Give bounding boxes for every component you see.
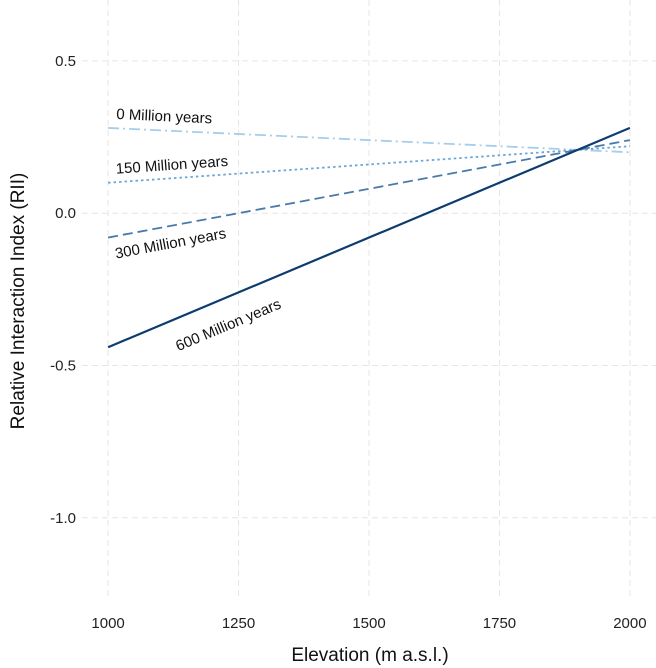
y-tick-label: -0.5 (50, 357, 76, 374)
series-label-1: 150 Million years (115, 153, 228, 178)
series-line-1 (108, 145, 630, 184)
series-labels: 0 Million years 150 Million years 300 Mill… (114, 106, 284, 355)
series-lines (107, 126, 631, 349)
grid-lines (82, 0, 656, 600)
x-tick-label: 1250 (222, 615, 255, 632)
series-label-3: 600 Million years (173, 296, 283, 355)
series-line-0 (108, 127, 630, 154)
y-tick-label: 0.5 (55, 53, 76, 70)
x-tick-label: 1500 (352, 615, 385, 632)
x-tick-label: 2000 (613, 615, 646, 632)
x-tick-label: 1000 (91, 615, 124, 632)
y-tick-label: -1.0 (50, 510, 76, 527)
x-axis-title: Elevation (m a.s.l.) (291, 645, 448, 666)
series-label-2: 300 Million years (114, 225, 228, 262)
y-tick-label: 0.0 (55, 205, 76, 222)
series-line-2 (107, 139, 631, 239)
y-axis-title: Relative Interaction Index (RII) (8, 173, 29, 430)
y-tick-labels: 0.5 0.0 -0.5 -1.0 (50, 53, 76, 527)
x-tick-labels: 1000 1250 1500 1750 2000 (91, 615, 646, 632)
x-tick-label: 1750 (483, 615, 516, 632)
series-label-0: 0 Million years (116, 106, 213, 127)
series-line-3 (107, 126, 631, 349)
